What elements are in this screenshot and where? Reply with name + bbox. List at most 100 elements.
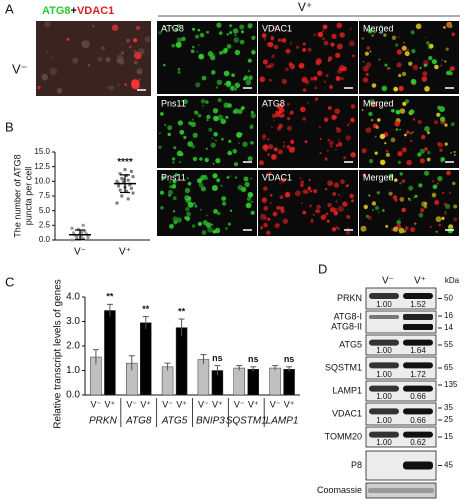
puncta xyxy=(390,137,396,143)
puncta xyxy=(295,45,300,49)
puncta xyxy=(247,156,253,162)
point xyxy=(128,183,132,187)
puncta xyxy=(210,223,214,227)
puncta xyxy=(212,173,218,179)
puncta xyxy=(277,38,282,42)
band xyxy=(369,292,399,299)
puncta xyxy=(446,70,451,76)
puncta xyxy=(352,54,355,58)
puncta xyxy=(337,141,343,147)
puncta xyxy=(301,76,308,83)
puncta xyxy=(169,181,172,184)
y-tick-label: 15.0 xyxy=(34,147,50,156)
puncta xyxy=(388,173,394,179)
quant-label: 1.00 xyxy=(376,438,392,447)
puncta xyxy=(116,54,124,61)
puncta xyxy=(335,200,338,203)
puncta xyxy=(310,219,314,223)
puncta xyxy=(401,207,406,213)
puncta xyxy=(278,123,283,129)
puncta xyxy=(138,48,145,55)
x-tick-label: SQSTM1 xyxy=(226,416,267,427)
puncta xyxy=(396,62,402,68)
puncta xyxy=(325,212,329,215)
puncta xyxy=(337,206,344,212)
puncta xyxy=(187,141,194,147)
x-tick-label: PRKN xyxy=(89,416,118,427)
puncta xyxy=(346,184,349,187)
puncta xyxy=(385,152,390,157)
puncta xyxy=(401,147,407,153)
puncta xyxy=(211,70,216,75)
puncta xyxy=(289,63,295,70)
puncta xyxy=(331,227,337,232)
puncta xyxy=(226,176,230,179)
puncta xyxy=(289,110,294,115)
puncta xyxy=(186,211,192,217)
puncta xyxy=(424,36,427,39)
puncta xyxy=(185,206,190,212)
puncta xyxy=(436,182,439,185)
puncta xyxy=(300,202,303,204)
puncta xyxy=(171,43,176,48)
puncta xyxy=(197,113,202,118)
blot-label: Coomassie xyxy=(317,485,362,495)
puncta xyxy=(427,131,430,135)
puncta xyxy=(72,57,79,64)
puncta xyxy=(417,152,422,157)
puncta xyxy=(229,175,231,177)
puncta xyxy=(192,156,198,162)
band xyxy=(369,339,399,346)
puncta xyxy=(370,118,374,122)
puncta xyxy=(429,43,434,49)
puncta xyxy=(262,134,267,139)
puncta xyxy=(376,191,381,195)
puncta xyxy=(251,35,256,40)
puncta xyxy=(374,151,378,155)
puncta xyxy=(412,196,415,199)
puncta xyxy=(454,154,456,156)
puncta xyxy=(269,193,273,197)
puncta xyxy=(365,72,369,77)
puncta xyxy=(432,180,435,183)
puncta xyxy=(446,170,451,176)
puncta xyxy=(289,42,292,45)
puncta xyxy=(346,123,350,127)
puncta xyxy=(174,173,178,177)
puncta xyxy=(271,29,274,31)
puncta xyxy=(410,139,413,142)
puncta xyxy=(283,141,286,144)
puncta xyxy=(272,113,277,119)
puncta xyxy=(348,40,355,47)
puncta xyxy=(345,230,351,235)
puncta xyxy=(383,33,387,37)
point xyxy=(70,226,74,230)
puncta xyxy=(247,69,251,73)
puncta xyxy=(321,29,325,32)
puncta xyxy=(336,22,343,29)
puncta xyxy=(49,67,58,76)
puncta xyxy=(294,190,301,197)
puncta xyxy=(443,26,446,29)
bar-sublabel: V⁺ xyxy=(284,399,295,409)
puncta xyxy=(401,45,407,51)
puncta xyxy=(410,30,415,35)
puncta xyxy=(365,127,372,133)
puncta xyxy=(240,132,243,136)
puncta xyxy=(242,141,248,148)
band xyxy=(369,431,399,438)
puncta xyxy=(391,35,397,40)
puncta xyxy=(264,149,267,152)
puncta xyxy=(245,79,252,86)
puncta xyxy=(187,181,192,186)
puncta xyxy=(273,147,278,152)
puncta xyxy=(314,86,318,90)
y-tick-label: 10.0 xyxy=(34,176,50,185)
puncta xyxy=(434,200,440,205)
puncta xyxy=(418,183,423,188)
puncta xyxy=(421,76,428,82)
y-tick-label: 1.0 xyxy=(66,365,80,376)
marker-label: 35 xyxy=(444,403,453,412)
significance: ns xyxy=(248,354,259,364)
puncta xyxy=(44,21,51,28)
